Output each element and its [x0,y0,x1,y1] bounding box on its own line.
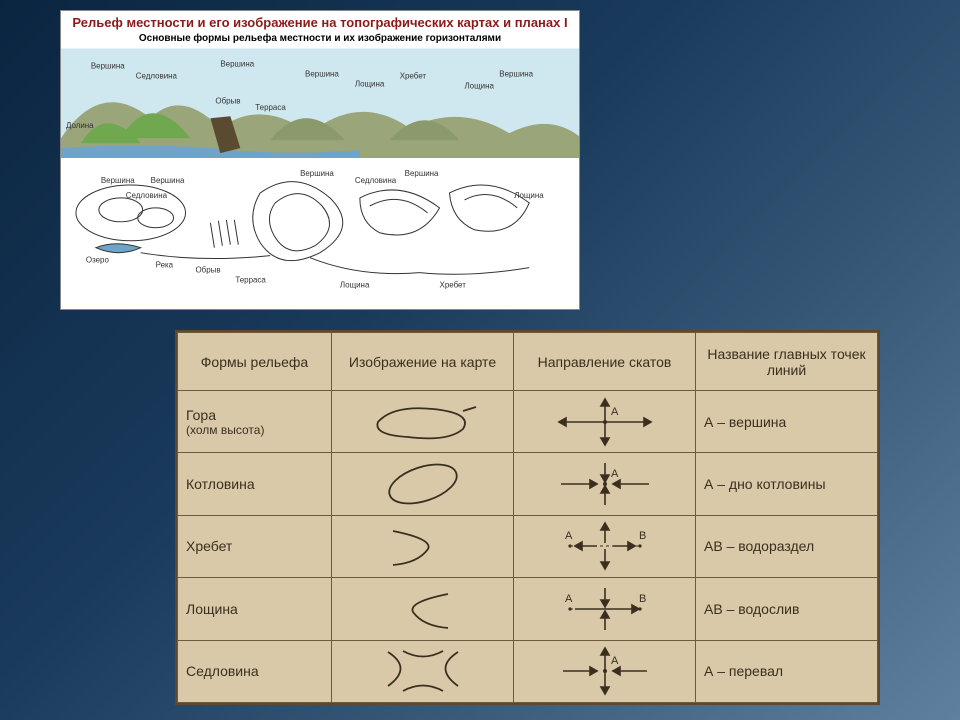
cont-label: Седловина [126,190,168,199]
pict-label: Вершина [305,69,339,78]
pict-label: Вершина [220,59,254,68]
svg-text:B: B [639,530,646,542]
relief-illustration-panel: Рельеф местности и его изображение на то… [60,10,580,310]
cell-map-image [332,453,514,515]
cont-label: Вершина [300,169,334,178]
relief-forms-table-panel: Формы рельефа Изображение на карте Напра… [175,330,880,705]
cell-direction: A [514,453,696,515]
pict-label: Терраса [255,103,286,112]
pict-label: Лощина [355,79,385,88]
pict-label: Обрыв [215,96,240,105]
shape-mountain-icon [358,397,488,447]
arrows-ridge-icon: A B [535,521,675,571]
svg-text:A: A [565,593,573,605]
cell-form: Котловина [178,453,332,515]
table-row: Лощина A B [178,578,878,640]
table-row: Котловина A [178,453,878,515]
table-body: Гора (холм высота) A [178,391,878,703]
th-form: Формы рельефа [178,333,332,391]
relief-illustration: Вершина Седловина Вершина Обрыв Терраса … [61,48,579,298]
cont-label: Вершина [101,176,135,185]
th-dir: Направление скатов [514,333,696,391]
table-row: Хребет A B [178,515,878,577]
table-row: Седловина A [178,640,878,702]
cell-form: Седловина [178,640,332,702]
svg-text:A: A [565,530,573,542]
arrows-outward-icon: A [535,397,675,447]
cell-map-image [332,391,514,453]
cont-label: Река [156,260,174,269]
th-img: Изображение на карте [332,333,514,391]
shape-basin-icon [358,459,488,509]
cont-label: Седловина [355,176,397,185]
form-name: Гора [186,407,216,423]
panel-subtitle: Основные формы рельефа местности и их из… [61,33,579,48]
shape-ridge-icon [358,521,488,571]
svg-text:A: A [611,655,619,667]
arrows-inward-icon: A [535,459,675,509]
pict-label: Лощина [464,81,494,90]
cont-label: Обрыв [195,265,220,274]
cont-label: Лощина [514,190,544,199]
relief-forms-table: Формы рельефа Изображение на карте Напра… [177,332,878,703]
table-row: Гора (холм высота) A [178,391,878,453]
cell-point-name: АВ – водораздел [696,515,878,577]
cell-point-name: АВ – водослив [696,578,878,640]
arrows-saddle-icon: A [535,646,675,696]
cell-point-name: А – дно котловины [696,453,878,515]
pict-label: Седловина [136,71,178,80]
cell-direction: A [514,640,696,702]
cell-map-image [332,515,514,577]
cont-label: Хребет [440,280,467,289]
cont-label: Вершина [151,176,185,185]
cell-form: Хребет [178,515,332,577]
cell-point-name: А – вершина [696,391,878,453]
cont-label: Озеро [86,255,110,264]
svg-text:A: A [611,406,619,418]
pict-label: Долина [66,121,94,130]
cell-map-image [332,640,514,702]
cont-label: Вершина [405,169,439,178]
cell-form: Лощина [178,578,332,640]
cell-direction: A [514,391,696,453]
pict-label: Хребет [400,71,427,80]
form-sub: (холм высота) [186,423,323,437]
cell-form: Гора (холм высота) [178,391,332,453]
cont-label: Лощина [340,280,370,289]
shape-hollow-icon [358,584,488,634]
table-header-row: Формы рельефа Изображение на карте Напра… [178,333,878,391]
cell-map-image [332,578,514,640]
cell-direction: A B [514,578,696,640]
cont-label: Терраса [235,275,266,284]
svg-text:B: B [639,593,646,605]
pict-label: Вершина [499,69,533,78]
shape-saddle-icon [358,646,488,696]
svg-text:A: A [611,468,619,480]
pict-label: Вершина [91,61,125,70]
cell-direction: A B [514,515,696,577]
th-name: Название главных точек линий [696,333,878,391]
cell-point-name: А – перевал [696,640,878,702]
illustration-svg-wrap: Вершина Седловина Вершина Обрыв Терраса … [61,48,579,298]
panel-title: Рельеф местности и его изображение на то… [61,11,579,33]
arrows-hollow-icon: A B [535,584,675,634]
